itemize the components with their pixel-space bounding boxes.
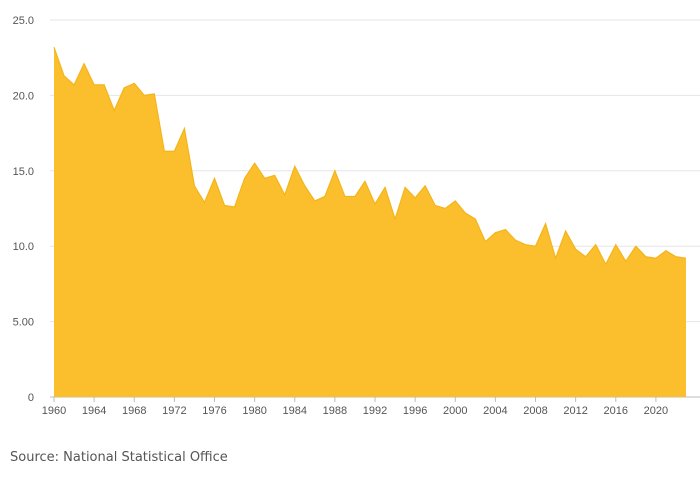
data-point xyxy=(595,244,597,246)
y-tick-label: 5.00 xyxy=(13,317,34,329)
data-point xyxy=(665,250,667,252)
data-point xyxy=(73,84,75,86)
area-fill xyxy=(54,47,686,397)
x-tick-label: 1992 xyxy=(363,405,387,417)
data-point xyxy=(484,241,486,243)
data-point xyxy=(555,257,557,259)
data-point xyxy=(193,185,195,187)
data-point xyxy=(504,229,506,231)
data-point xyxy=(183,128,185,130)
y-tick-label: 15.0 xyxy=(13,166,34,178)
area-layer xyxy=(53,46,687,397)
data-point xyxy=(404,186,406,188)
data-point xyxy=(274,174,276,176)
source-note: Source: National Statistical Office xyxy=(10,450,228,465)
data-point xyxy=(414,197,416,199)
x-tick-label: 1964 xyxy=(82,405,106,417)
data-point xyxy=(284,194,286,196)
data-point xyxy=(514,239,516,241)
data-point xyxy=(133,82,135,84)
x-tick-label: 1980 xyxy=(242,405,266,417)
y-axis-ticks: 0 5.00 10.0 15.0 20.0 25.0 xyxy=(13,15,34,404)
data-point xyxy=(214,177,216,179)
x-tick-label: 2020 xyxy=(644,405,668,417)
x-axis-ticks: 1960 1964 1968 1972 1976 1980 1984 1988 1992 1996… xyxy=(42,397,668,417)
y-tick-label: 25.0 xyxy=(13,15,34,27)
data-point xyxy=(334,170,336,172)
data-point xyxy=(103,84,105,86)
x-tick-label: 2016 xyxy=(604,405,628,417)
data-point xyxy=(424,185,426,187)
data-point xyxy=(524,244,526,246)
data-point xyxy=(374,203,376,205)
data-point xyxy=(605,263,607,265)
data-point xyxy=(234,206,236,208)
data-point xyxy=(113,109,115,111)
data-point xyxy=(545,223,547,225)
y-tick-label: 20.0 xyxy=(13,90,34,102)
data-point xyxy=(264,177,266,179)
data-point xyxy=(344,195,346,197)
data-point xyxy=(203,201,205,203)
x-tick-label: 1960 xyxy=(42,405,66,417)
x-tick-label: 2000 xyxy=(443,405,467,417)
data-point xyxy=(434,204,436,206)
data-point xyxy=(354,195,356,197)
x-tick-label: 1976 xyxy=(202,405,226,417)
data-point xyxy=(474,218,476,220)
data-point xyxy=(615,244,617,246)
x-tick-label: 1984 xyxy=(283,405,307,417)
data-point xyxy=(63,75,65,77)
data-point xyxy=(645,256,647,258)
data-point xyxy=(384,186,386,188)
data-point xyxy=(625,260,627,262)
data-point xyxy=(635,245,637,247)
data-point xyxy=(224,204,226,206)
data-point xyxy=(314,200,316,202)
data-point xyxy=(53,46,55,48)
data-point xyxy=(585,256,587,258)
data-point xyxy=(575,248,577,250)
area-line xyxy=(53,46,687,266)
y-tick-label: 10.0 xyxy=(13,241,34,253)
data-point xyxy=(324,195,326,197)
data-point xyxy=(675,256,677,258)
data-point xyxy=(655,257,657,259)
data-point xyxy=(83,63,85,65)
data-point xyxy=(294,165,296,167)
data-point xyxy=(254,162,256,164)
data-point xyxy=(163,150,165,152)
x-tick-label: 1988 xyxy=(323,405,347,417)
data-point xyxy=(173,150,175,152)
data-point xyxy=(464,212,466,214)
data-point xyxy=(244,177,246,179)
data-point xyxy=(535,245,537,247)
x-tick-label: 2012 xyxy=(563,405,587,417)
data-point xyxy=(494,232,496,234)
data-point xyxy=(304,185,306,187)
data-point xyxy=(364,180,366,182)
data-point xyxy=(143,94,145,96)
data-point xyxy=(454,200,456,202)
x-tick-label: 2004 xyxy=(483,405,507,417)
data-point xyxy=(93,84,95,86)
data-point xyxy=(444,208,446,210)
data-point xyxy=(123,87,125,89)
x-tick-label: 1968 xyxy=(122,405,146,417)
x-tick-label: 1972 xyxy=(162,405,186,417)
data-point xyxy=(394,218,396,220)
data-point xyxy=(565,230,567,232)
x-tick-label: 2008 xyxy=(523,405,547,417)
y-tick-label: 0 xyxy=(28,392,34,404)
x-tick-label: 1996 xyxy=(403,405,427,417)
data-point xyxy=(685,257,687,259)
data-point xyxy=(153,93,155,95)
